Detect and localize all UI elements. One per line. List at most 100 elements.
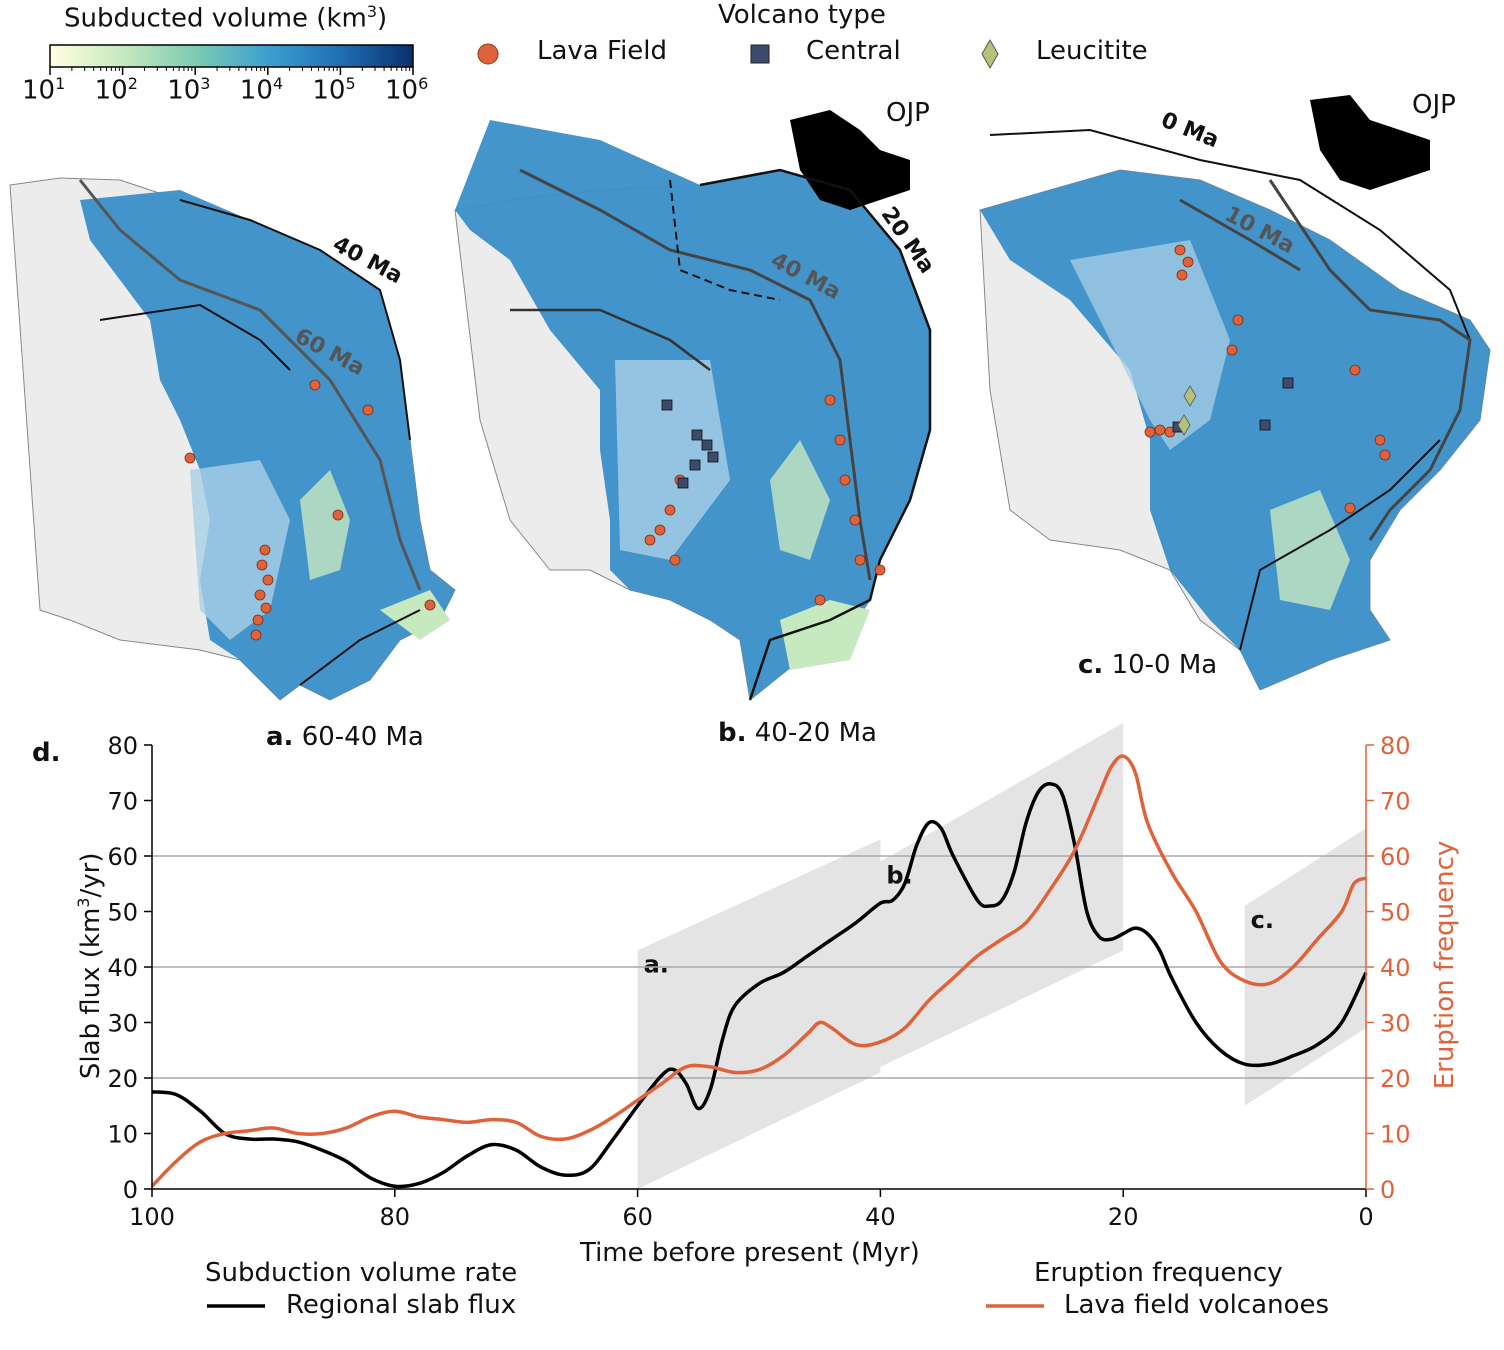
y-left-tick-label: 60 xyxy=(107,843,138,871)
map-b-dashed-boundary xyxy=(669,179,781,301)
y-axis-left-label: Slab flux (km3/yr) xyxy=(74,852,106,1080)
map-b-central-point xyxy=(707,451,719,463)
map-c-green xyxy=(1270,490,1350,610)
y-right-tick-label: 0 xyxy=(1380,1176,1395,1204)
map-c-lava-point xyxy=(1154,424,1166,436)
ojp-plateau-c xyxy=(1310,95,1430,190)
y-left-tick-label: 40 xyxy=(107,954,138,982)
colorbar-tick-label: 105 xyxy=(312,74,355,106)
legend-eruption-title: Eruption frequency xyxy=(1034,1258,1283,1288)
central-marker-shape xyxy=(750,44,770,64)
colorbar-tick-label: 102 xyxy=(95,74,138,106)
map-b-lava-point xyxy=(874,564,886,576)
x-tick-label: 0 xyxy=(1358,1203,1373,1231)
x-tick-label: 60 xyxy=(622,1203,653,1231)
map-c-lava-point xyxy=(1344,502,1356,514)
legend-slab-swatch xyxy=(207,1304,265,1308)
map-c-lava-point xyxy=(1379,449,1391,461)
shaded-windows: a.b.c. xyxy=(637,722,1366,1189)
map-a-lava-point xyxy=(256,559,268,571)
map-a-plate-boundary xyxy=(99,303,291,371)
y-left-tick-label: 20 xyxy=(107,1065,138,1093)
series-lines xyxy=(150,754,1368,1189)
map-b-lava-point xyxy=(814,594,826,606)
map-a-lava-point xyxy=(260,602,272,614)
map-c-central-point xyxy=(1282,377,1294,389)
map-b-lava-point xyxy=(849,514,861,526)
map-b-lava-point xyxy=(669,554,681,566)
slab-flux-line xyxy=(151,782,1368,1189)
map-a-lava-point xyxy=(262,574,274,586)
map-a-lava-point xyxy=(184,452,196,464)
y-right-tick-label: 70 xyxy=(1380,788,1411,816)
window-label: a. xyxy=(644,950,669,978)
y-left-tick-label: 30 xyxy=(107,1010,138,1038)
map-a-lava-point xyxy=(362,404,374,416)
window-label: c. xyxy=(1251,906,1274,934)
colorbar-tick-label: 106 xyxy=(385,74,428,106)
map-a-trench-line xyxy=(78,179,422,591)
map-c-caption: c. 10-0 Ma xyxy=(1078,650,1218,680)
map-a-trench-east xyxy=(179,199,411,441)
y-left-tick-label: 10 xyxy=(107,1121,138,1149)
legend-slab-title: Subduction volume rate xyxy=(205,1258,518,1288)
map-b-lava-point xyxy=(824,394,836,406)
map-a-lava-point xyxy=(259,544,271,556)
map-c-lava-point xyxy=(1349,364,1361,376)
colorbar-tick-label: 103 xyxy=(167,74,210,106)
legend-eruption-swatch xyxy=(986,1304,1044,1308)
map-c-leucitite-points xyxy=(1177,385,1197,436)
y-right-tick-label: 40 xyxy=(1380,954,1411,982)
map-a-lava-point xyxy=(254,589,266,601)
map-c-lava-point xyxy=(1374,434,1386,446)
map-b-green xyxy=(770,440,830,560)
map-c-lava-point xyxy=(1232,314,1244,326)
map-c-trench-line xyxy=(1268,179,1472,541)
map-a-lava-point xyxy=(424,599,436,611)
lava-field-marker xyxy=(477,43,499,65)
colorbar-tick-exp: 2 xyxy=(127,74,138,93)
map-b-trench-east xyxy=(699,168,932,701)
y-left-tick-label: 80 xyxy=(107,732,138,760)
map-c-lava-point xyxy=(1226,344,1238,356)
map-b-lava-point xyxy=(839,474,851,486)
map-a-green xyxy=(300,470,350,580)
colorbar-gradient xyxy=(49,44,414,68)
central-marker xyxy=(750,44,770,64)
colorbar-title: Subducted volume (km3) xyxy=(64,2,388,34)
map-a-lava-point xyxy=(332,509,344,521)
legend-central-label: Central xyxy=(806,36,901,66)
colorbar-tick-exp: 6 xyxy=(418,74,429,93)
map-c-ojp-label: OJP xyxy=(1412,90,1456,120)
map-a-lava-point xyxy=(250,629,262,641)
map-c-leucitite-point xyxy=(1183,385,1197,407)
map-a-boundary-south xyxy=(299,609,421,686)
map-b-central-point xyxy=(701,439,713,451)
map-c-lava-point xyxy=(1144,426,1156,438)
legend-leucitite-label: Leucitite xyxy=(1036,36,1148,66)
shaded-window-1 xyxy=(637,839,881,1189)
map-a-volcano-points xyxy=(184,379,436,641)
y-right-tick-label: 20 xyxy=(1380,1065,1411,1093)
map-panel-a xyxy=(9,177,456,701)
map-b-lava-point xyxy=(664,504,676,516)
map-c-leucitite-point xyxy=(1177,414,1191,436)
map-c-lava-point xyxy=(1176,269,1188,281)
x-tick-label: 80 xyxy=(380,1203,411,1231)
colorbar-tick-exp: 3 xyxy=(200,74,211,93)
colorbar-tick-base: 10 xyxy=(239,75,273,106)
colorbar-tick-exp: 1 xyxy=(55,74,66,93)
colorbar-ticks xyxy=(49,67,414,75)
colorbar-tick-base: 10 xyxy=(312,75,346,106)
colorbar-tick-exp: 4 xyxy=(272,74,284,93)
colorbar-tick-base: 10 xyxy=(22,75,56,106)
map-b-central-point xyxy=(677,477,689,489)
x-tick-label: 20 xyxy=(1108,1203,1139,1231)
map-b-lava-point xyxy=(854,554,866,566)
lava-field-marker-shape xyxy=(477,43,499,65)
map-b-central-point xyxy=(691,429,703,441)
colorbar-tick-label: 104 xyxy=(240,74,283,106)
map-panel-b xyxy=(454,110,932,701)
x-axis-label: Time before present (Myr) xyxy=(580,1238,920,1268)
map-b-ojp-label: OJP xyxy=(886,98,930,128)
